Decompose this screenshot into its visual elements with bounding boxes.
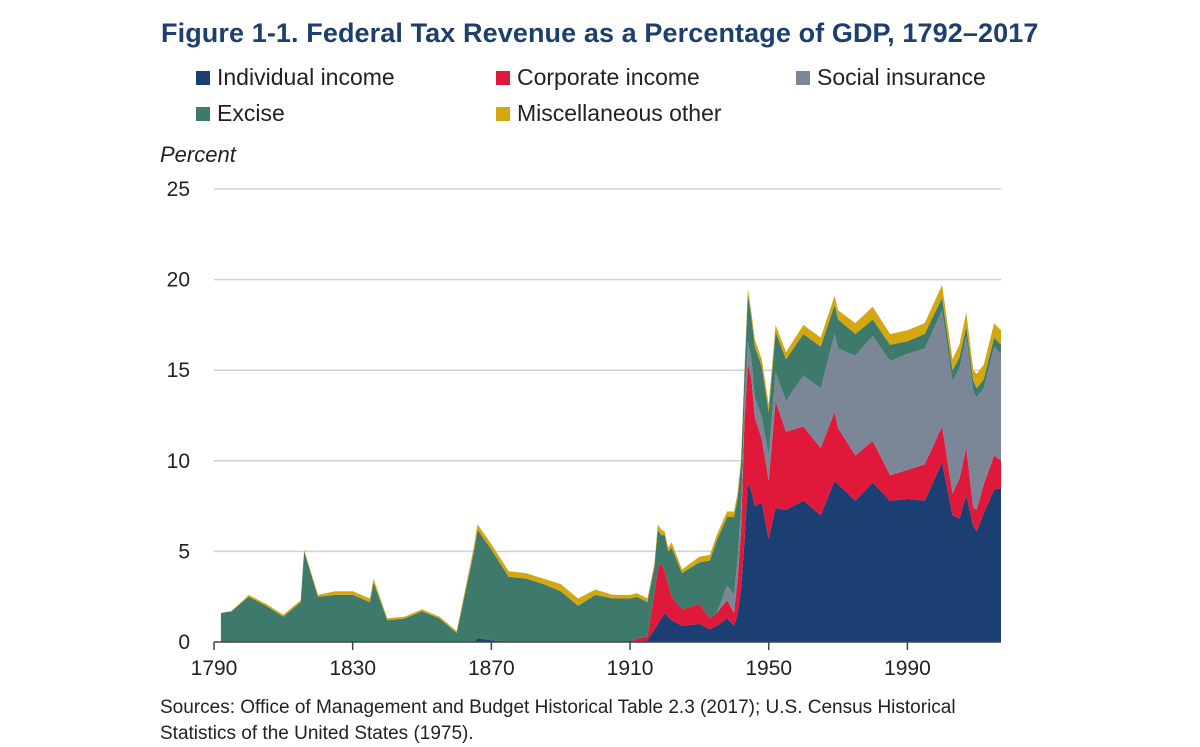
legend-label: Individual income [217,64,395,90]
chart-title: Figure 1-1. Federal Tax Revenue as a Per… [161,18,1039,48]
sources-line-1: Sources: Office of Management and Budget… [160,697,956,718]
y-tick-label: 5 [178,540,190,563]
sources-line-2: Statistics of the United States (1975). [160,723,474,744]
x-tick-label: 1790 [191,657,238,680]
x-tick-label: 1870 [468,657,515,680]
y-tick-label: 10 [167,450,190,473]
legend-item-individual-income: Individual income [196,64,395,91]
area-excise [220,294,1001,642]
legend-swatch [796,70,810,85]
x-tick-label: 1990 [884,657,931,680]
y-tick-label: 25 [167,178,190,201]
y-tick-label: 0 [178,631,190,654]
y-tick-label: 20 [167,269,190,292]
area-series [220,285,1001,642]
y-axis-label: Percent [160,142,236,167]
legend-label: Social insurance [817,64,986,90]
stacked-area-chart: 0 5 10 15 20 25 1790 1830 1870 1910 1950 1990 [167,178,1001,680]
legend-item-miscellaneous-other: Miscellaneous other [496,100,722,127]
legend-label: Corporate income [517,64,700,90]
legend-label: Excise [217,100,285,126]
legend-item-excise: Excise [196,100,285,127]
legend-item-social-insurance: Social insurance [796,64,986,91]
area-social-insurance [220,310,1001,642]
legend-item-corporate-income: Corporate income [496,64,700,91]
area-individual-income [220,462,1001,642]
legend-swatch [496,70,510,85]
legend-swatch [196,70,210,85]
legend-swatch [496,106,510,121]
x-tick-label: 1950 [745,657,792,680]
sources-note: Sources: Office of Management and Budget… [160,695,956,747]
legend-swatch [196,106,210,121]
x-tick-label: 1830 [329,657,376,680]
area-corporate-income [220,363,1001,642]
axes: 0 5 10 15 20 25 1790 1830 1870 1910 1950 1990 [167,178,1001,680]
y-tick-label: 15 [167,359,190,382]
x-tick-label: 1910 [607,657,654,680]
legend-label: Miscellaneous other [517,100,722,126]
